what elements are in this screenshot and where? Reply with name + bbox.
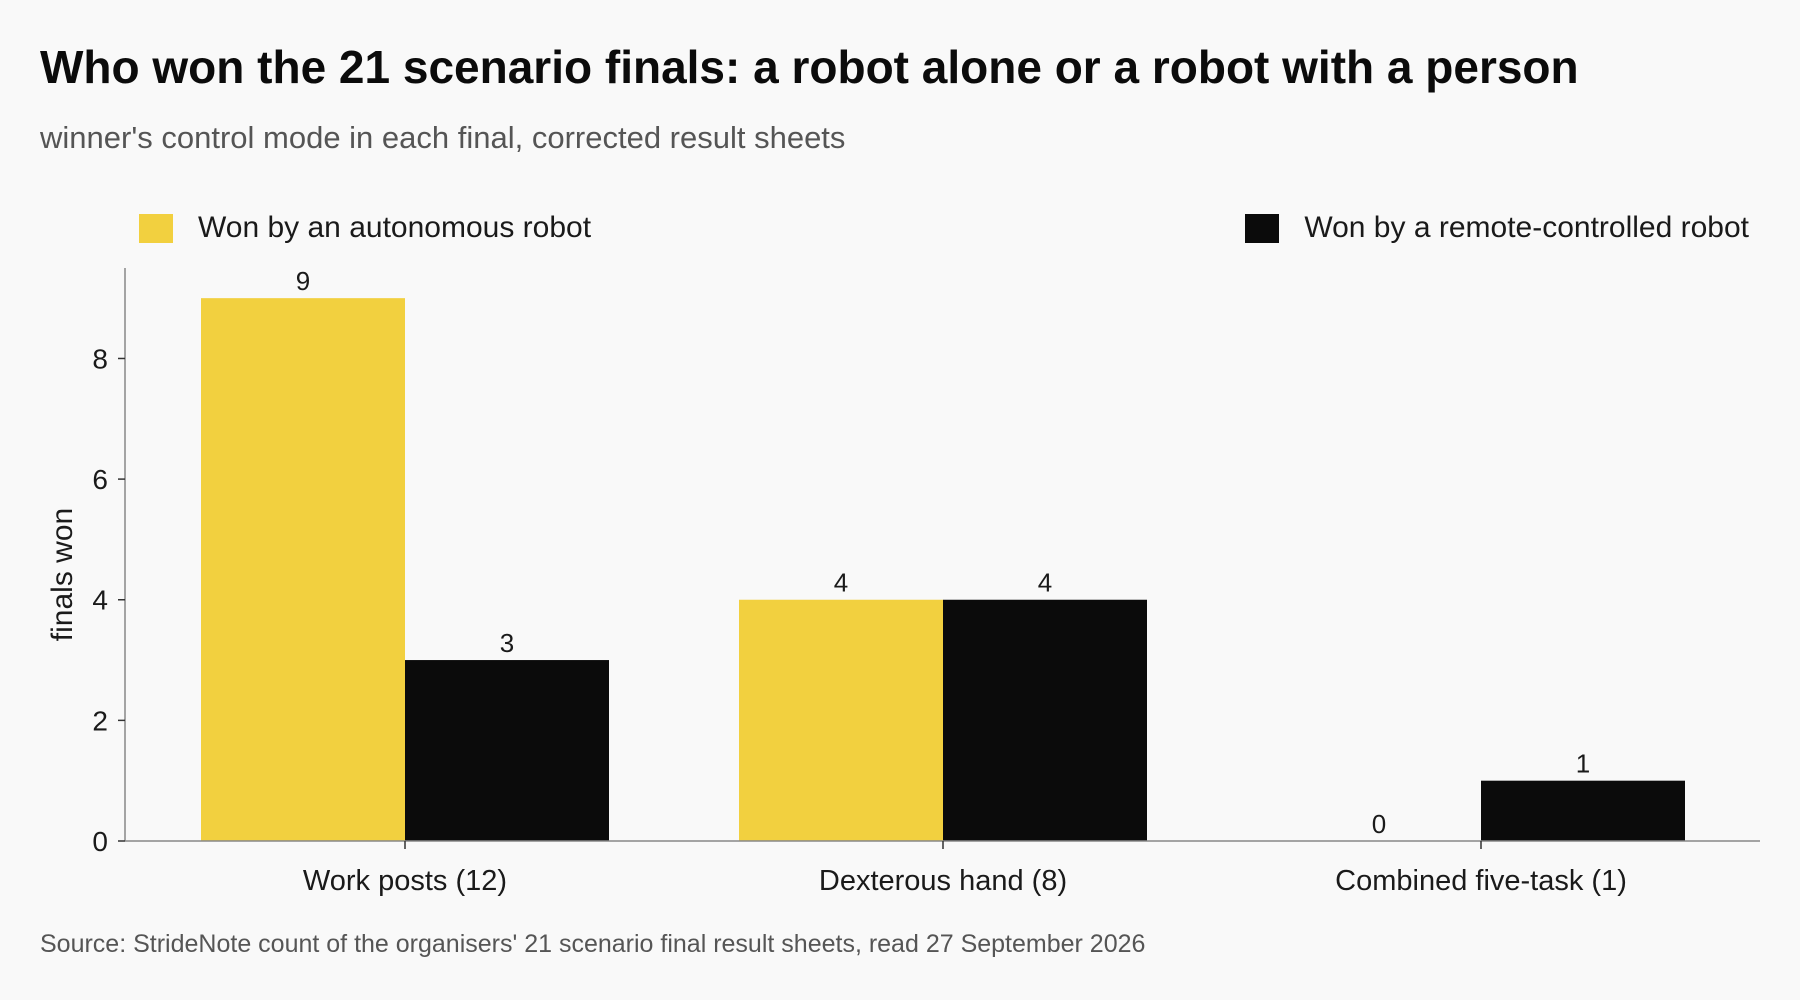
y-tick-label-6: 6 [92,464,108,495]
legend-label-autonomous: Won by an autonomous robot [198,211,592,244]
bar-remote-0 [405,660,609,841]
x-tick-label-0: Work posts (12) [303,865,507,897]
legend-item-remote: Won by a remote-controlled robot [1245,211,1749,245]
data-label-autonomous-0: 9 [296,266,310,296]
x-tick-label-1: Dexterous hand (8) [819,865,1067,897]
legend-item-autonomous: Won by an autonomous robot [139,211,591,245]
source-note: Source: StrideNote count of the organise… [40,930,1146,958]
bar-remote-2 [1481,780,1685,841]
bar-remote-1 [943,599,1147,841]
y-axis-label: finals won [46,508,79,641]
data-label-remote-0: 3 [500,628,514,658]
data-label-remote-2: 1 [1576,749,1590,779]
data-label-autonomous-2: 0 [1372,809,1386,839]
bar-autonomous-0 [201,298,405,841]
data-label-autonomous-1: 4 [834,568,848,598]
y-tick-label-8: 8 [92,343,108,374]
data-label-remote-1: 4 [1038,568,1052,598]
chart-subtitle: winner's control mode in each final, cor… [40,120,846,155]
legend-swatch-autonomous [139,213,173,243]
legend-swatch-remote [1245,213,1280,243]
y-tick-label-0: 0 [92,826,108,857]
x-tick-label-2: Combined five-task (1) [1335,865,1627,897]
chart-title: Who won the 21 scenario finals: a robot … [40,41,1579,93]
y-tick-label-2: 2 [92,705,108,736]
legend-label-remote: Won by a remote-controlled robot [1304,211,1749,244]
y-tick-label-4: 4 [92,585,108,616]
bar-autonomous-1 [739,599,943,841]
